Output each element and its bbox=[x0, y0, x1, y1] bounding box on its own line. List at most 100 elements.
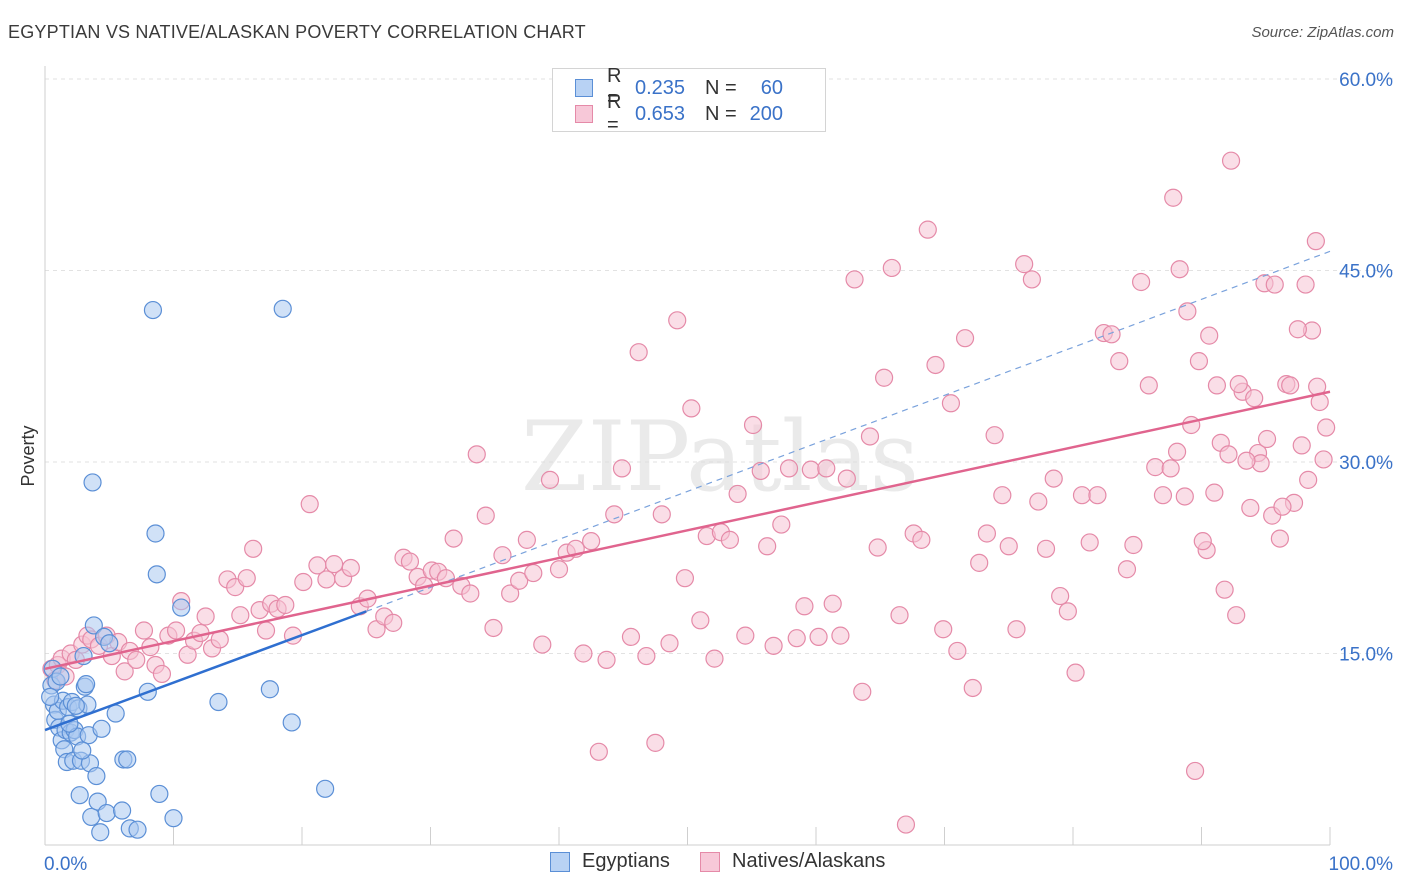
native-point bbox=[652, 505, 671, 524]
egyptian-point bbox=[70, 786, 89, 805]
native-point bbox=[196, 607, 215, 626]
native-point bbox=[574, 644, 593, 663]
native-point bbox=[985, 426, 1004, 445]
legend-n-label: N = bbox=[705, 76, 737, 99]
native-point bbox=[668, 311, 687, 330]
egyptian-point bbox=[147, 565, 166, 584]
native-point bbox=[1245, 389, 1264, 408]
native-point bbox=[1237, 451, 1256, 470]
egyptian-point bbox=[73, 741, 92, 760]
native-point bbox=[801, 460, 820, 479]
native-point bbox=[809, 627, 828, 647]
egyptian-point bbox=[66, 696, 85, 715]
native-point bbox=[646, 733, 665, 752]
egyptian-point bbox=[150, 784, 169, 804]
native-point bbox=[1219, 445, 1238, 464]
native-point bbox=[772, 515, 791, 534]
native-point bbox=[1207, 376, 1227, 395]
legend-swatch-natives bbox=[575, 105, 593, 123]
native-point bbox=[1215, 580, 1234, 599]
egyptian-point bbox=[77, 675, 96, 694]
native-point bbox=[860, 427, 880, 446]
egyptian-point bbox=[41, 687, 60, 707]
native-point bbox=[779, 459, 799, 478]
native-point bbox=[1015, 255, 1034, 274]
native-point bbox=[444, 529, 463, 548]
native-point bbox=[1229, 375, 1248, 394]
egyptians-trend-line bbox=[44, 610, 367, 732]
legend: R = 0.235 N = 60 R = 0.653 N = 200 bbox=[552, 65, 826, 136]
native-point bbox=[1170, 260, 1189, 279]
egyptian-point bbox=[260, 680, 279, 699]
legend-r-label: R = bbox=[607, 65, 622, 110]
native-point bbox=[533, 635, 552, 654]
native-point bbox=[549, 560, 569, 579]
native-point bbox=[1007, 620, 1026, 639]
legend-row-egyptians: R = 0.235 N = 60 bbox=[575, 65, 783, 110]
watermark: ZIPatlas bbox=[521, 401, 919, 513]
native-point bbox=[1139, 376, 1158, 395]
native-point bbox=[300, 495, 319, 514]
native-point bbox=[993, 486, 1012, 505]
native-point bbox=[1241, 498, 1260, 518]
native-point bbox=[582, 532, 601, 551]
native-point bbox=[1102, 325, 1121, 344]
native-point bbox=[875, 368, 894, 387]
native-point bbox=[1164, 188, 1183, 207]
native-point bbox=[970, 553, 989, 572]
native-point bbox=[675, 569, 695, 588]
egyptian-point bbox=[273, 299, 292, 318]
egyptian-point bbox=[51, 667, 70, 686]
native-point bbox=[244, 539, 263, 558]
natives-trend-line bbox=[44, 390, 1331, 671]
native-point bbox=[115, 662, 134, 681]
native-point bbox=[637, 646, 656, 666]
native-point bbox=[934, 620, 953, 639]
native-point bbox=[823, 594, 842, 613]
native-point bbox=[1044, 469, 1063, 488]
egyptian-point bbox=[87, 766, 106, 786]
trend-lines bbox=[44, 250, 1331, 732]
native-point bbox=[853, 682, 872, 701]
native-point bbox=[1058, 602, 1077, 621]
egyptian-point bbox=[97, 803, 116, 823]
native-point bbox=[484, 618, 503, 638]
native-point bbox=[1029, 492, 1048, 511]
native-point bbox=[517, 530, 536, 549]
native-point bbox=[705, 649, 724, 668]
y-tick-label: 30.0% bbox=[1339, 453, 1393, 474]
y-axis-label: Poverty bbox=[18, 425, 38, 486]
native-point bbox=[890, 606, 909, 625]
native-point bbox=[1124, 535, 1143, 555]
bottom-legend-label-natives: Natives/Alaskans bbox=[732, 850, 886, 872]
native-point bbox=[896, 815, 916, 834]
native-point bbox=[341, 558, 360, 578]
native-point bbox=[868, 538, 887, 557]
native-point bbox=[1270, 529, 1289, 548]
native-point bbox=[1036, 539, 1056, 558]
native-point bbox=[955, 329, 975, 348]
native-point bbox=[941, 394, 961, 413]
legend-swatch-egyptians bbox=[575, 79, 593, 97]
native-point bbox=[152, 664, 172, 684]
native-point bbox=[845, 270, 864, 289]
native-point bbox=[1161, 459, 1180, 478]
egyptian-point bbox=[209, 692, 228, 712]
native-point bbox=[237, 569, 256, 588]
native-point bbox=[720, 530, 740, 549]
native-point bbox=[1182, 415, 1201, 435]
native-point bbox=[743, 415, 763, 435]
bottom-legend-egyptians: Egyptians bbox=[550, 850, 670, 873]
native-point bbox=[476, 506, 495, 525]
bottom-legend-swatch-egyptians bbox=[550, 851, 570, 872]
native-point bbox=[1153, 486, 1173, 505]
x-tick-label: 100.0% bbox=[1329, 854, 1394, 875]
egyptian-point bbox=[83, 473, 102, 492]
egyptian-point bbox=[128, 820, 147, 839]
y-tick-label: 15.0% bbox=[1339, 645, 1393, 666]
native-point bbox=[589, 742, 608, 761]
legend-r-value: 0.653 bbox=[635, 102, 686, 125]
native-point bbox=[1185, 761, 1205, 781]
native-point bbox=[682, 399, 701, 418]
